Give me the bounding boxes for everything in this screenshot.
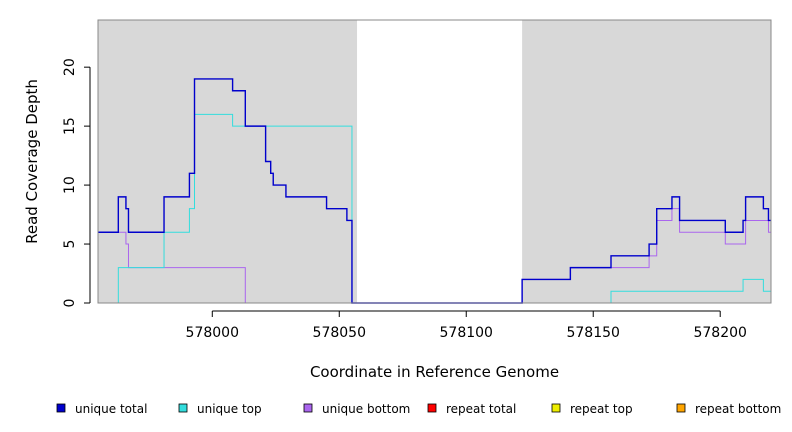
legend-label: repeat top: [570, 402, 633, 416]
legend-label: unique top: [197, 402, 262, 416]
plot-frame: [97, 19, 772, 304]
x-axis-label: Coordinate in Reference Genome: [310, 363, 559, 381]
y-tick-label: 20: [62, 58, 78, 76]
x-tick-label: 578150: [566, 325, 619, 341]
legend-swatch: [303, 403, 313, 413]
legend-label: unique bottom: [322, 402, 410, 416]
y-tick-label: 15: [62, 117, 78, 135]
legend-label: repeat total: [446, 402, 516, 416]
x-tick-label: 578100: [440, 325, 493, 341]
legend-item-unique-total: unique total: [56, 402, 147, 416]
legend-label: repeat bottom: [695, 402, 781, 416]
legend-item-unique-bottom: unique bottom: [303, 402, 410, 416]
x-tick-label: 578000: [186, 325, 239, 341]
y-axis: 0 5 10 15 20: [62, 58, 91, 308]
y-tick-label: 5: [62, 240, 78, 249]
legend-item-repeat-top: repeat top: [551, 402, 633, 416]
series-line-unique-top: [98, 113, 771, 304]
legend-item-repeat-total: repeat total: [427, 402, 516, 416]
series-line-unique-total: [98, 78, 771, 304]
legend-swatch: [56, 403, 66, 413]
legend-item-unique-top: unique top: [178, 402, 262, 416]
y-tick-label: 0: [62, 299, 78, 308]
shaded-regions: [98, 20, 771, 303]
shaded-region-2: [522, 20, 771, 303]
legend-item-repeat-bottom: repeat bottom: [676, 402, 781, 416]
y-axis-label: Read Coverage Depth: [23, 79, 41, 244]
x-tick-label: 578200: [693, 325, 746, 341]
legend: unique total unique top unique bottom repea…: [56, 402, 781, 416]
legend-label: unique total: [75, 402, 147, 416]
legend-swatch: [427, 403, 437, 413]
x-tick-label: 578050: [313, 325, 366, 341]
x-axis: 578000 578050 578100 578150 578200: [186, 310, 747, 341]
shaded-region-1: [98, 20, 358, 303]
legend-swatch: [178, 403, 188, 413]
legend-swatch: [551, 403, 561, 413]
y-tick-label: 10: [62, 176, 78, 194]
legend-swatch: [676, 403, 686, 413]
